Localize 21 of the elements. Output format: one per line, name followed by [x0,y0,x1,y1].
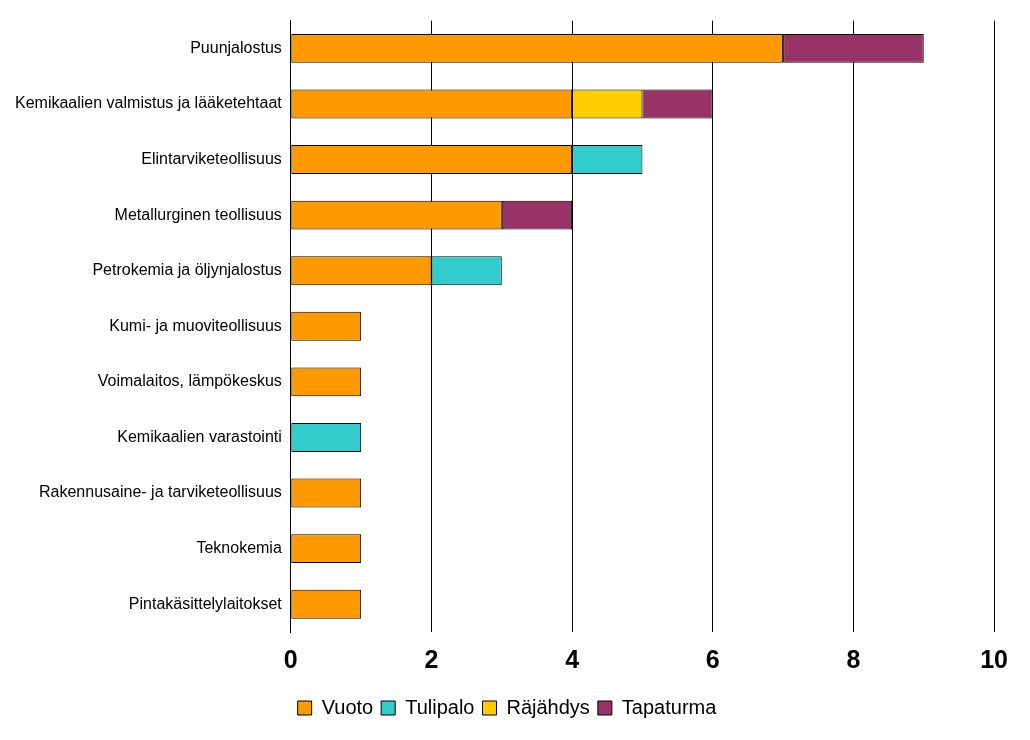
y-tick-label: Kemikaalien valmistus ja lääketehtaat [14,94,283,112]
x-tick-label: 6 [705,644,720,673]
y-tick-label: Kumi- ja muoviteollisuus [109,316,282,334]
legend-label: Tapaturma [621,695,718,718]
x-tick-label: 4 [565,644,580,673]
y-tick-label: Metallurginen teollisuus [114,205,282,223]
y-tick-label: Voimalaitos, lämpökeskus [97,372,282,390]
y-tick-label: Puunjalostus [190,38,282,56]
legend-label: Vuoto [321,695,374,718]
x-tick-label: 8 [846,644,861,673]
y-tick-label: Kemikaalien varastointi [117,427,282,445]
y-tick-label: Elintarviketeollisuus [141,149,282,167]
y-tick-label: Pintakäsittelylaitokset [128,594,283,612]
x-tick-label: 0 [283,644,298,673]
y-tick-label: Teknokemia [196,539,282,557]
legend-label: Tulipalo [405,695,475,718]
legend-label: Räjähdys [506,695,590,718]
x-tick-label: 10 [980,644,1008,673]
y-tick-label: Petrokemia ja öljynjalostus [92,261,282,279]
x-tick-label: 2 [424,644,439,673]
y-tick-label: Rakennusaine- ja tarviketeollisuus [39,483,282,501]
